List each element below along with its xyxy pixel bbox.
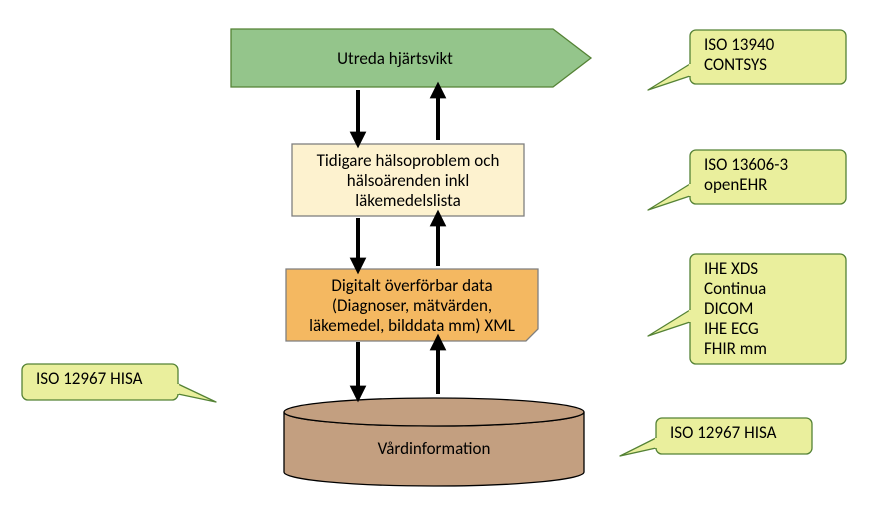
node-cylinder-label: Vårdinformation [378,438,491,459]
svg-text:Tidigare hälsoproblem och: Tidigare hälsoproblem och [317,150,500,171]
svg-text:läkemedel, bilddata mm) XML: läkemedel, bilddata mm) XML [309,315,515,336]
callout-co_mid2-line: DICOM [704,298,753,319]
callout-co_cyl_l-line: ISO 12967 HISA [36,368,143,389]
callout-co_cyl_r: ISO 12967 HISA [620,418,812,456]
svg-text:läkemedelslista: läkemedelslista [355,190,461,211]
node-cylinder-top [284,398,584,426]
callout-co_top: ISO 13940CONTSYS [648,30,846,90]
callout-co_mid2: IHE XDSContinuaDICOMIHE ECGFHIR mm [648,254,846,364]
callout-co_mid1-line: ISO 13606-3 [704,154,788,175]
callout-co_mid1-line: openEHR [704,174,767,195]
svg-text:hälsoärenden inkl: hälsoärenden inkl [347,170,469,191]
callout-co_cyl_l: ISO 12967 HISA [22,364,216,402]
callout-co_cyl_r-line: ISO 12967 HISA [670,422,777,443]
callout-co_mid2-line: Continua [704,278,766,299]
svg-text:(Diagnoser, mätvärden,: (Diagnoser, mätvärden, [332,295,492,316]
callout-co_mid2-line: IHE ECG [704,318,759,339]
callout-co_top-line: CONTSYS [704,54,767,75]
callout-co_top-line: ISO 13940 [704,34,775,55]
node-top-arrow-label: Utreda hjärtsvikt [337,48,453,69]
callout-co_mid2-line: IHE XDS [704,258,758,279]
callout-co_mid2-line: FHIR mm [704,338,767,359]
svg-text:Digitalt överförbar data: Digitalt överförbar data [331,275,492,296]
callout-co_mid1: ISO 13606-3openEHR [648,150,846,210]
